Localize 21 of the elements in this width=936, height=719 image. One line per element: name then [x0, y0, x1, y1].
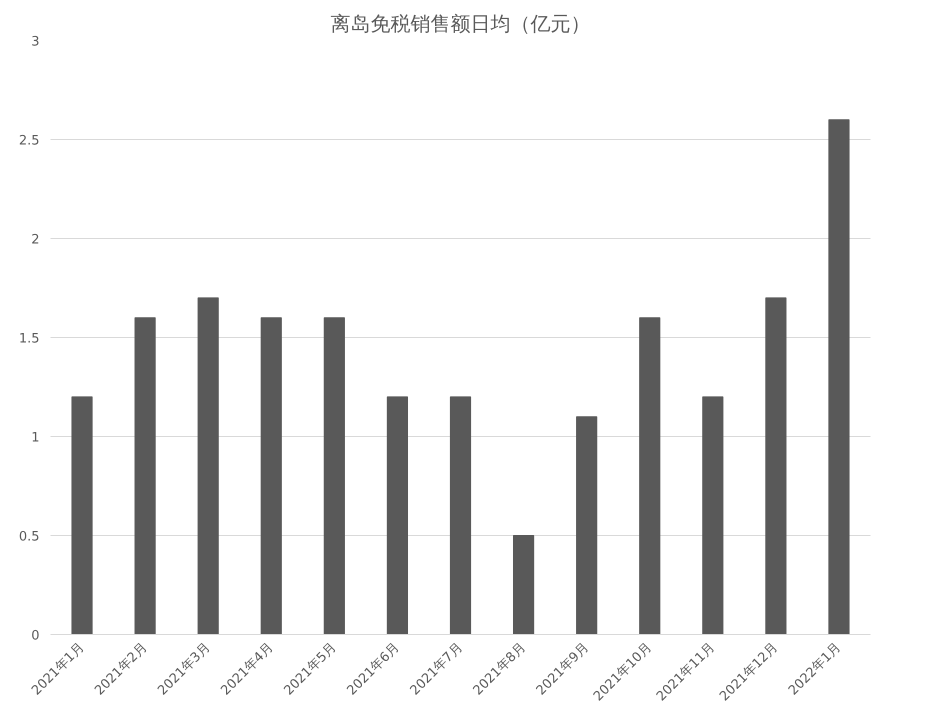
- bar: [260, 317, 282, 634]
- y-tick-label: 1.5: [18, 332, 40, 346]
- bar: [828, 119, 850, 634]
- y-tick-label: 2: [31, 232, 40, 248]
- bar: [450, 396, 472, 634]
- bar: [765, 297, 786, 634]
- y-tick-label: 2.5: [18, 134, 40, 148]
- bar: [702, 396, 724, 634]
- bar: [639, 317, 660, 634]
- bar: [324, 317, 345, 634]
- y-tick-label: 1: [31, 430, 40, 446]
- bar: [576, 416, 598, 634]
- bar: [71, 396, 93, 634]
- bar: [386, 396, 408, 634]
- y-tick-label: 0: [31, 628, 40, 644]
- bar: [134, 317, 156, 634]
- bar: [198, 297, 219, 634]
- y-tick-label: 0.5: [18, 530, 40, 544]
- y-tick-label: 3: [31, 34, 40, 50]
- chart-title: 离岛免税销售额日均（亿元）: [330, 12, 590, 36]
- bar: [512, 535, 534, 634]
